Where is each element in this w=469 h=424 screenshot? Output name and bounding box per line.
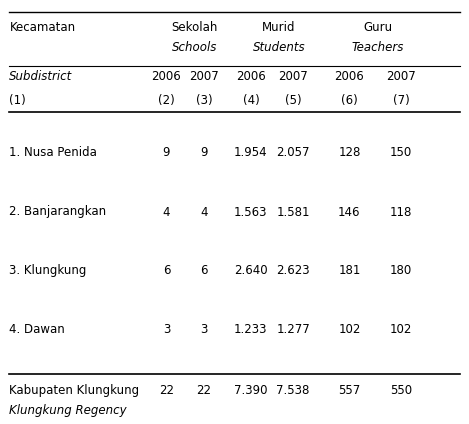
Text: (4): (4) (242, 95, 259, 107)
Text: 6: 6 (200, 264, 208, 277)
Text: 3: 3 (163, 323, 170, 335)
Text: 180: 180 (390, 264, 412, 277)
Text: 2.057: 2.057 (276, 146, 310, 159)
Text: 4. Dawan: 4. Dawan (9, 323, 65, 335)
Text: Subdistrict: Subdistrict (9, 70, 73, 83)
Text: Kabupaten Klungkung: Kabupaten Klungkung (9, 384, 139, 396)
Text: 557: 557 (338, 384, 361, 396)
Text: 102: 102 (390, 323, 412, 335)
Text: Klungkung Regency: Klungkung Regency (9, 404, 127, 417)
Text: 102: 102 (338, 323, 361, 335)
Text: 7.390: 7.390 (234, 384, 268, 396)
Text: 3. Klungkung: 3. Klungkung (9, 264, 87, 277)
Text: 22: 22 (159, 384, 174, 396)
Text: 2007: 2007 (386, 70, 416, 83)
Text: (7): (7) (393, 95, 409, 107)
Text: 22: 22 (197, 384, 212, 396)
Text: 118: 118 (390, 206, 412, 218)
Text: (5): (5) (285, 95, 302, 107)
Text: Schools: Schools (172, 41, 217, 54)
Text: 2006: 2006 (236, 70, 266, 83)
Text: 1.563: 1.563 (234, 206, 268, 218)
Text: 181: 181 (338, 264, 361, 277)
Text: 9: 9 (200, 146, 208, 159)
Text: 2. Banjarangkan: 2. Banjarangkan (9, 206, 106, 218)
Text: (6): (6) (341, 95, 358, 107)
Text: 2.623: 2.623 (276, 264, 310, 277)
Text: 2.640: 2.640 (234, 264, 268, 277)
Text: 2007: 2007 (278, 70, 308, 83)
Text: Teachers: Teachers (351, 41, 404, 54)
Text: 3: 3 (200, 323, 208, 335)
Text: 2007: 2007 (189, 70, 219, 83)
Text: 1.277: 1.277 (276, 323, 310, 335)
Text: 2006: 2006 (334, 70, 364, 83)
Text: 2006: 2006 (151, 70, 182, 83)
Text: Students: Students (253, 41, 305, 54)
Text: 1. Nusa Penida: 1. Nusa Penida (9, 146, 97, 159)
Text: 4: 4 (200, 206, 208, 218)
Text: Kecamatan: Kecamatan (9, 21, 76, 34)
Text: 1.233: 1.233 (234, 323, 268, 335)
Text: 1.581: 1.581 (276, 206, 310, 218)
Text: Sekolah: Sekolah (172, 21, 218, 34)
Text: (1): (1) (9, 95, 26, 107)
Text: 150: 150 (390, 146, 412, 159)
Text: 9: 9 (163, 146, 170, 159)
Text: 146: 146 (338, 206, 361, 218)
Text: 6: 6 (163, 264, 170, 277)
Text: Guru: Guru (363, 21, 392, 34)
Text: Murid: Murid (262, 21, 296, 34)
Text: 7.538: 7.538 (276, 384, 310, 396)
Text: (2): (2) (158, 95, 175, 107)
Text: 4: 4 (163, 206, 170, 218)
Text: 1.954: 1.954 (234, 146, 268, 159)
Text: (3): (3) (196, 95, 212, 107)
Text: 550: 550 (390, 384, 412, 396)
Text: 128: 128 (338, 146, 361, 159)
